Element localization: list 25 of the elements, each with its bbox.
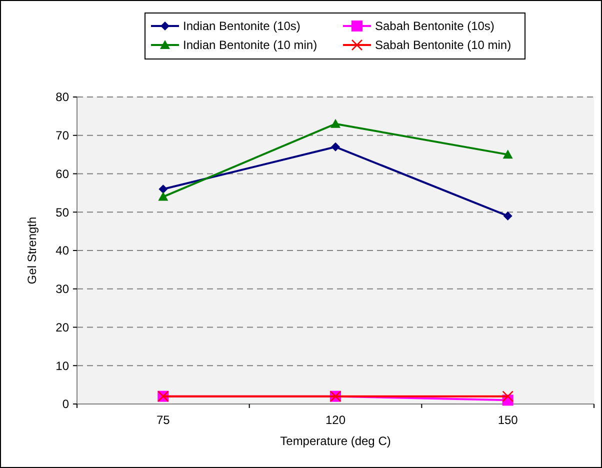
legend-label: Indian Bentonite (10 min) (183, 38, 318, 52)
x-tick-label: 75 (156, 413, 170, 427)
y-tick-label: 80 (56, 90, 70, 104)
legend-label: Sabah Bentonite (10 min) (375, 38, 512, 52)
y-tick-label: 40 (56, 244, 70, 258)
y-tick-label: 60 (56, 166, 70, 181)
y-tick-label: 70 (56, 128, 70, 143)
y-tick-label: 10 (56, 358, 70, 373)
y-tick-label: 0 (62, 397, 70, 412)
point (330, 118, 340, 128)
point (158, 192, 168, 201)
x-tick-label: 150 (498, 413, 518, 427)
point (503, 211, 512, 220)
y-tick-label: 30 (56, 282, 70, 296)
point (331, 142, 340, 152)
point (158, 184, 168, 194)
x-axis-title: Temperature (deg C) (280, 434, 391, 448)
y-tick-label: 20 (56, 320, 70, 334)
legend-label: Sabah Bentonite (10s) (375, 19, 494, 34)
y-tick-label: 50 (56, 205, 70, 220)
x-tick-label: 120 (325, 413, 346, 427)
point (502, 390, 514, 402)
point (502, 150, 513, 159)
y-axis-title: Gel Strength (25, 216, 39, 284)
legend-label: Indian Bentonite (10s) (183, 19, 300, 34)
